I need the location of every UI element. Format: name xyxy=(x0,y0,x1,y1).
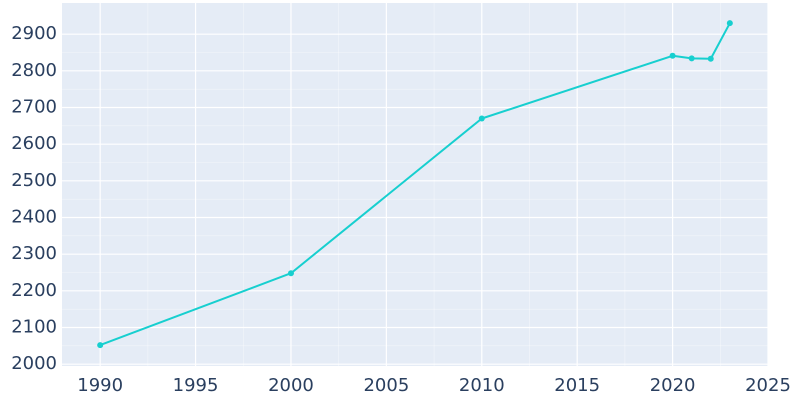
gridlines xyxy=(62,3,769,366)
y-tick-label: 2600 xyxy=(11,133,57,154)
plot-background xyxy=(62,3,768,366)
y-tick-label: 2800 xyxy=(11,60,57,81)
series-layer xyxy=(97,20,733,349)
y-tick-label: 2100 xyxy=(11,317,57,338)
x-tick-label: 2025 xyxy=(745,375,791,396)
x-tick-label: 1990 xyxy=(77,375,123,396)
data-point[interactable] xyxy=(287,270,294,277)
x-tick-label: 2005 xyxy=(363,375,409,396)
data-point[interactable] xyxy=(97,342,104,349)
y-tick-label: 2700 xyxy=(11,97,57,118)
x-tick-label: 2015 xyxy=(554,375,600,396)
x-tick-label: 2010 xyxy=(459,375,505,396)
y-tick-label: 2900 xyxy=(11,23,57,44)
y-tick-label: 2400 xyxy=(11,207,57,228)
data-point[interactable] xyxy=(688,55,695,62)
data-point[interactable] xyxy=(478,115,485,122)
data-point[interactable] xyxy=(707,55,714,62)
y-tick-label: 2500 xyxy=(11,170,57,191)
x-tick-label: 1995 xyxy=(173,375,219,396)
x-axis-ticks: 1990 1995 2000 2005 2010 2015 2020 2025 xyxy=(77,375,791,396)
y-axis-ticks: 2000 2100 2200 2300 2400 2500 2600 2700 2800 2900 xyxy=(11,23,57,374)
y-tick-label: 2000 xyxy=(11,353,57,374)
data-point[interactable] xyxy=(669,52,676,59)
x-tick-label: 2020 xyxy=(650,375,696,396)
x-tick-label: 2000 xyxy=(268,375,314,396)
data-point[interactable] xyxy=(726,20,733,27)
y-tick-label: 2200 xyxy=(11,280,57,301)
y-tick-label: 2300 xyxy=(11,243,57,264)
